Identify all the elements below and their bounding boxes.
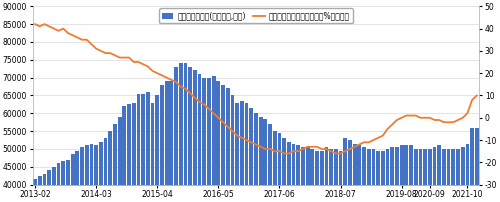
Bar [76,151,79,202]
Bar [352,144,356,202]
Bar [338,151,342,202]
Bar [330,149,333,202]
Bar [212,76,216,202]
Bar [442,149,446,202]
Bar [367,149,370,202]
Bar [404,145,408,202]
Bar [372,149,376,202]
Bar [90,144,94,202]
Bar [38,176,42,202]
Bar [240,101,244,202]
Bar [150,103,154,202]
Bar [188,67,192,202]
Bar [33,179,37,202]
Bar [376,151,380,202]
Bar [268,124,272,202]
Bar [56,163,60,202]
Bar [452,149,455,202]
Bar [202,78,206,202]
Bar [395,147,399,202]
Bar [85,145,88,202]
Bar [160,85,164,202]
Bar [273,131,276,202]
Bar [259,117,262,202]
Bar [282,138,286,202]
Bar [301,147,305,202]
Bar [122,106,126,202]
Bar [470,128,474,202]
Bar [42,174,46,202]
Bar [48,170,51,202]
Bar [306,147,310,202]
Bar [216,81,220,202]
Bar [80,147,84,202]
Bar [310,149,314,202]
Bar [244,103,248,202]
Bar [428,149,432,202]
Bar [94,145,98,202]
Bar [386,149,390,202]
Bar [475,128,478,202]
Bar [358,145,361,202]
Bar [221,85,225,202]
Bar [236,103,239,202]
Bar [254,113,258,202]
Bar [414,149,418,202]
Bar [344,138,347,202]
Bar [142,94,145,202]
Bar [446,149,450,202]
Bar [432,147,436,202]
Bar [400,145,404,202]
Bar [136,94,140,202]
Bar [390,147,394,202]
Legend: 商品房待售面积(万平方米,左轴), 商品房待售面积同比变化（%，右轴）: 商品房待售面积(万平方米,左轴), 商品房待售面积同比变化（%，右轴） [159,8,353,23]
Bar [334,149,338,202]
Bar [113,124,117,202]
Bar [146,92,150,202]
Bar [315,151,319,202]
Bar [127,104,131,202]
Bar [324,147,328,202]
Bar [66,160,70,202]
Bar [132,103,136,202]
Bar [52,167,56,202]
Bar [104,138,108,202]
Bar [198,74,202,202]
Bar [184,63,188,202]
Bar [409,145,413,202]
Bar [362,147,366,202]
Bar [179,63,182,202]
Bar [278,133,281,202]
Bar [296,145,300,202]
Bar [193,70,196,202]
Bar [165,81,168,202]
Bar [320,151,324,202]
Bar [418,149,422,202]
Bar [170,81,173,202]
Bar [461,147,464,202]
Bar [71,154,74,202]
Bar [118,117,122,202]
Bar [62,161,65,202]
Bar [438,145,441,202]
Bar [230,96,234,202]
Bar [264,119,267,202]
Bar [207,78,211,202]
Bar [423,149,427,202]
Bar [99,142,102,202]
Bar [108,131,112,202]
Bar [250,108,253,202]
Bar [381,151,384,202]
Bar [226,88,230,202]
Bar [287,142,290,202]
Bar [156,96,159,202]
Bar [456,149,460,202]
Bar [292,144,296,202]
Bar [174,67,178,202]
Bar [348,140,352,202]
Bar [466,144,469,202]
